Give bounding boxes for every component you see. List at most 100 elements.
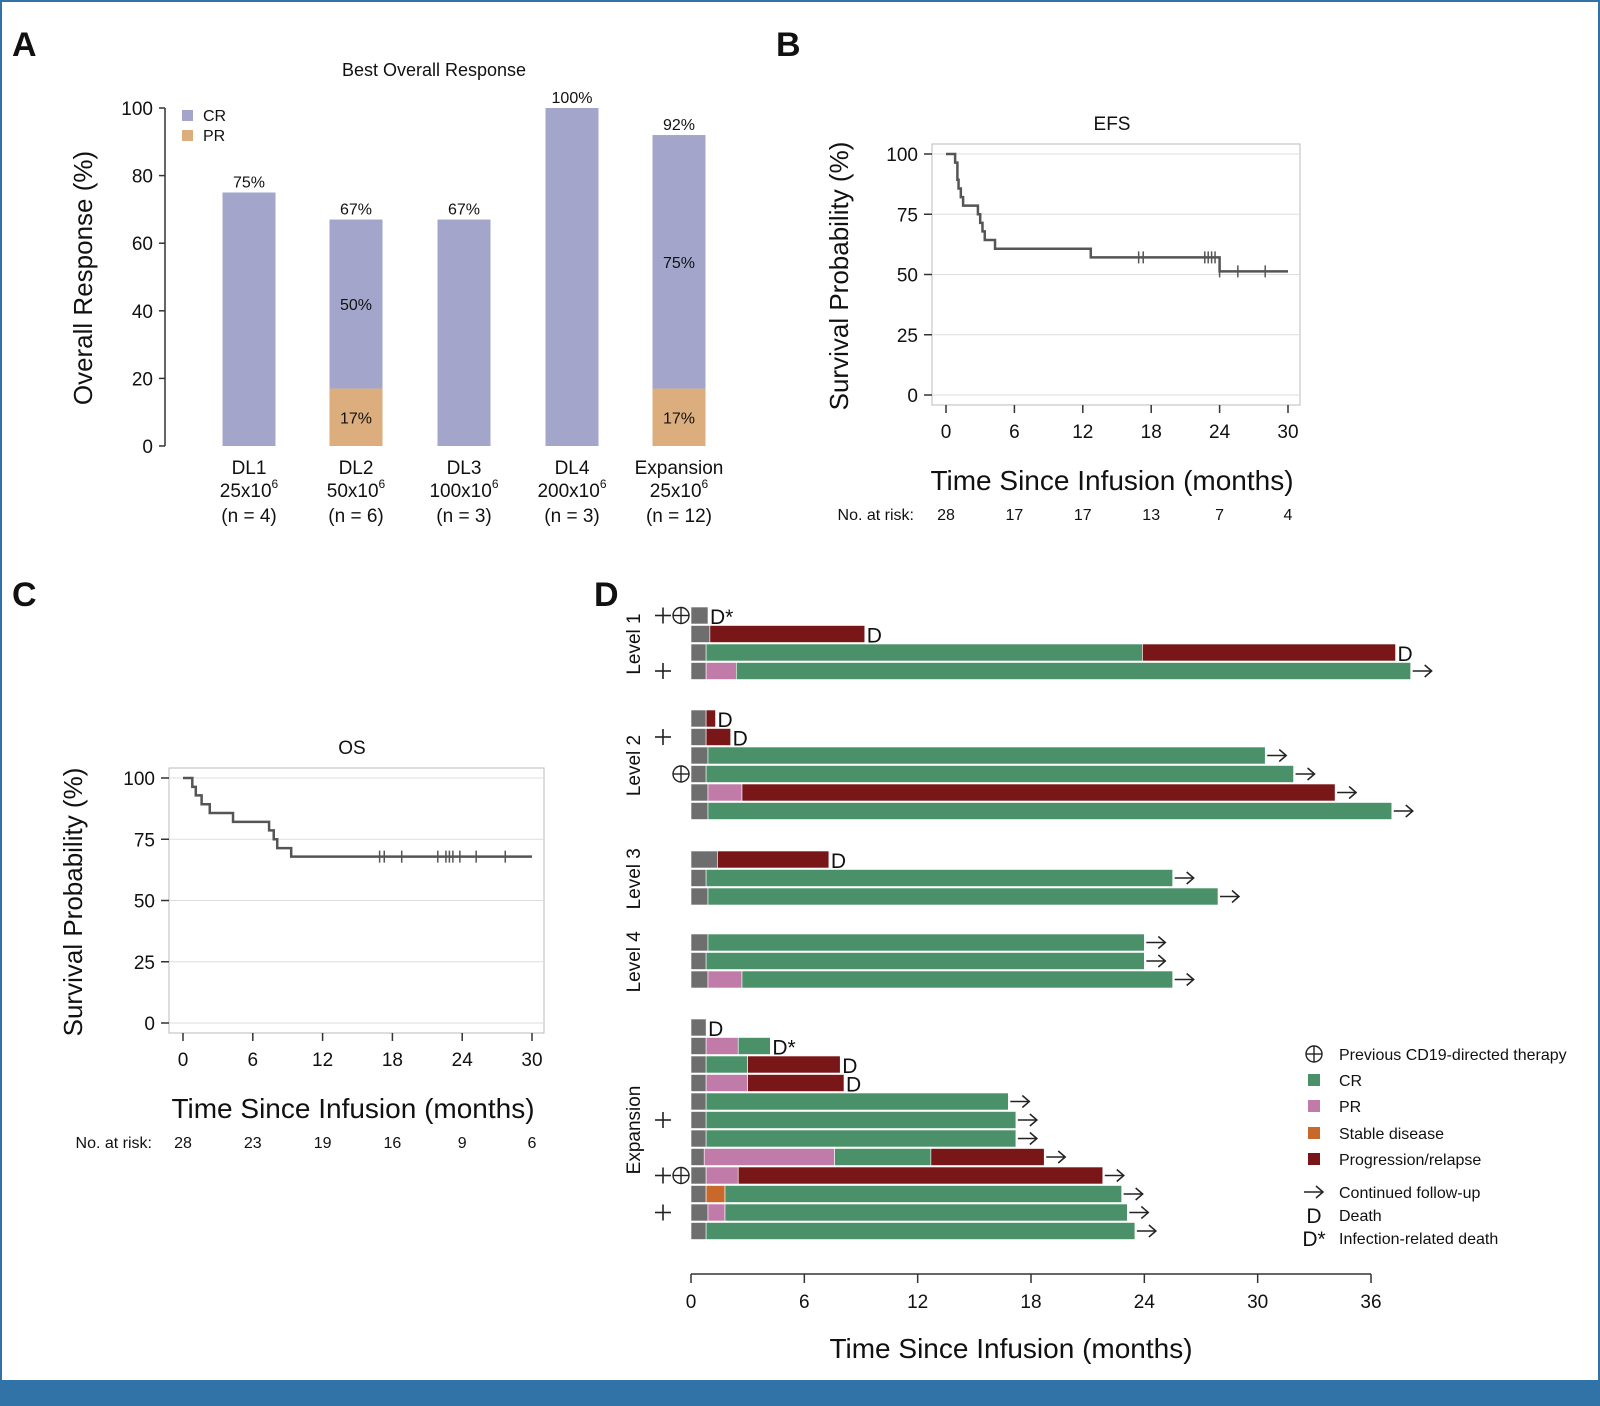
follow-up-arrow-head bbox=[1021, 1094, 1031, 1109]
x-tick-label: 0 bbox=[941, 422, 952, 443]
x-tick-label: 0 bbox=[686, 1292, 697, 1313]
bar-chart-y-label: Overall Response (%) bbox=[68, 151, 98, 405]
follow-up-arrow-head bbox=[1029, 1113, 1039, 1127]
legend-swatch-prog bbox=[1308, 1153, 1320, 1165]
death-marker: D bbox=[718, 709, 733, 732]
bar-total-label: 75% bbox=[233, 175, 265, 192]
swimmer-segment-pre bbox=[690, 625, 711, 643]
bar-chart-legend: CR PR bbox=[182, 108, 226, 145]
follow-up-arrow-head bbox=[1029, 1131, 1039, 1146]
follow-up-arrow-head bbox=[1307, 767, 1316, 781]
swimmer-segment-pre bbox=[690, 869, 707, 887]
y-tick-label: 0 bbox=[907, 386, 918, 407]
os-x-label: Time Since Infusion (months) bbox=[171, 1093, 534, 1124]
group-label: Level 1 bbox=[624, 613, 645, 674]
y-tick-label: 0 bbox=[142, 437, 153, 458]
bar-label-pr: 17% bbox=[663, 410, 695, 427]
death-marker: D bbox=[846, 1074, 861, 1097]
panel-a-bar-chart: Best Overall Response Overall Response (… bbox=[68, 60, 723, 527]
y-tick-label: 75 bbox=[897, 205, 918, 226]
swimmer-group: Level 2 DD bbox=[624, 709, 1414, 820]
at-risk-count: 16 bbox=[384, 1135, 402, 1152]
x-tick-label: 30 bbox=[1247, 1292, 1268, 1313]
legend-swatch-pr bbox=[182, 130, 193, 141]
bar-segment-cr bbox=[652, 135, 706, 389]
bar-segment-cr bbox=[329, 219, 383, 389]
death-marker: D* bbox=[772, 1037, 795, 1060]
swimmer-segment-cr bbox=[705, 1129, 1017, 1148]
x-tick-label: 12 bbox=[907, 1292, 928, 1313]
y-tick-label: 50 bbox=[134, 892, 155, 913]
x-tick-label: 6 bbox=[1009, 422, 1020, 443]
y-tick-label: 25 bbox=[134, 953, 155, 974]
swimmer-segment-pre bbox=[690, 1018, 707, 1037]
follow-up-arrow-head bbox=[1424, 664, 1433, 678]
swimmer-segment-pre bbox=[690, 933, 709, 952]
y-tick-label: 75 bbox=[134, 830, 155, 851]
follow-up-arrow-head bbox=[1405, 804, 1414, 818]
y-tick-label: 0 bbox=[144, 1014, 155, 1035]
y-tick-label: 100 bbox=[121, 99, 153, 120]
swimmer-segment-pre bbox=[690, 662, 707, 680]
swimmer-segment-cr bbox=[736, 662, 1411, 680]
y-tick-label: 100 bbox=[886, 145, 918, 166]
panel-letter-c: C bbox=[12, 576, 37, 614]
legend-swatch-sd bbox=[1308, 1127, 1320, 1139]
swimmer-segment-cr bbox=[705, 1055, 748, 1074]
legend-symbol: D* bbox=[1302, 1228, 1325, 1251]
swimmer-segment-pre bbox=[690, 765, 707, 783]
x-tick-label: 18 bbox=[382, 1050, 403, 1071]
os-plot: 0 25 50 75 100 0 28 6 23 12 19 18 16 24 9 30 6 bbox=[123, 767, 545, 1152]
category-dose: 25x106 bbox=[650, 477, 709, 502]
swimmer-segment-pr bbox=[707, 1203, 726, 1222]
follow-up-arrow-head bbox=[1157, 935, 1167, 950]
at-risk-count: 4 bbox=[1284, 507, 1293, 524]
category-dose: 100x106 bbox=[429, 477, 498, 502]
legend-label: Previous CD19-directed therapy bbox=[1339, 1047, 1567, 1064]
x-tick-label: 0 bbox=[178, 1050, 189, 1071]
swimmer-segment-prog bbox=[737, 1166, 1104, 1185]
x-tick-label: 6 bbox=[248, 1050, 259, 1071]
survival-curve bbox=[946, 152, 1288, 273]
bar-segment-cr bbox=[437, 219, 491, 446]
swimmer-segment-cr bbox=[707, 933, 1145, 952]
swimmer-segment-cr bbox=[724, 1203, 1128, 1222]
swimmer-segment-pre bbox=[690, 1166, 707, 1185]
swimmer-segment-pre bbox=[690, 1203, 709, 1222]
swimmer-segment-prog bbox=[1142, 643, 1396, 662]
swimmer-segment-pre bbox=[690, 970, 709, 989]
bar-total-label: 67% bbox=[448, 202, 480, 219]
swimmer-segment-cr bbox=[705, 1092, 1009, 1111]
legend-label-cr: CR bbox=[203, 108, 226, 125]
death-marker: D* bbox=[710, 606, 733, 629]
swimmer-segment-prog bbox=[747, 1055, 841, 1074]
os-y-label: Survival Probability (%) bbox=[58, 768, 88, 1037]
swimmer-segment-prog bbox=[747, 1074, 845, 1092]
category-n: (n = 4) bbox=[221, 506, 276, 527]
category-n: (n = 12) bbox=[646, 506, 712, 527]
swimmer-segment-pr bbox=[705, 1074, 748, 1092]
x-tick-label: 24 bbox=[1134, 1292, 1156, 1313]
category-name: DL4 bbox=[555, 458, 590, 479]
footer-bar bbox=[0, 1380, 1600, 1406]
x-tick-label: 6 bbox=[799, 1292, 810, 1313]
group-label: Expansion bbox=[624, 1086, 645, 1175]
swimmer-segment-pre bbox=[690, 1111, 707, 1129]
swimmer-segment-cr bbox=[707, 887, 1219, 906]
follow-up-arrow-head bbox=[1140, 1205, 1150, 1220]
legend-swatch-cr bbox=[182, 110, 193, 121]
y-tick-label: 20 bbox=[132, 369, 153, 390]
swimmer-group: Level 1 D* D D bbox=[624, 606, 1433, 680]
swimmer-segment-prog bbox=[930, 1148, 1045, 1166]
category-n: (n = 3) bbox=[544, 506, 599, 527]
death-marker: D bbox=[842, 1055, 857, 1078]
swimmer-segment-pr bbox=[705, 662, 737, 680]
swimmer-segment-prog bbox=[717, 850, 830, 869]
swimmer-segment-cr bbox=[705, 952, 1145, 970]
panel-letter-b: B bbox=[776, 26, 801, 64]
follow-up-arrow-head bbox=[1315, 1185, 1325, 1199]
follow-up-arrow-head bbox=[1186, 972, 1195, 987]
